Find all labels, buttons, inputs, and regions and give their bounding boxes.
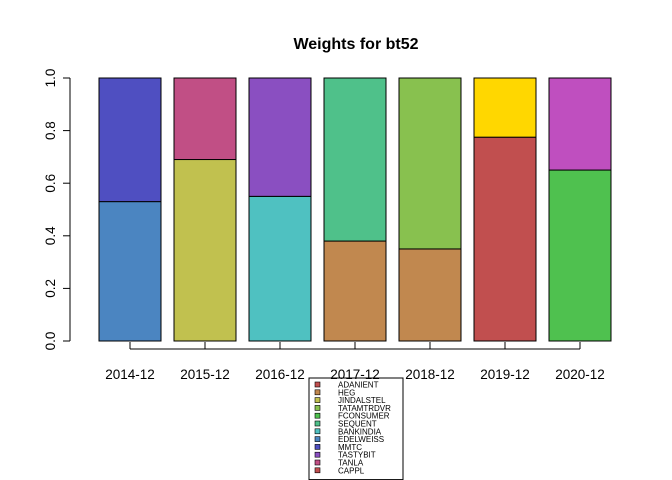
bar-segment: [548, 169, 612, 342]
legend-swatch: [314, 444, 321, 450]
bar-segment: [398, 248, 462, 342]
legend-swatch: [314, 381, 321, 388]
x-axis: 2014-12 2015-12 2016-12 2017-12 2018-12 2019-…: [105, 342, 605, 382]
x-tick-label: 2015-12: [180, 367, 230, 382]
legend-swatch: [314, 467, 321, 474]
legend-label: CAPPL: [338, 466, 365, 475]
legend-label: FCONSUMER: [338, 412, 390, 421]
legend-label: BANKINDIA: [338, 427, 382, 436]
legend-label: JINDALSTEL: [338, 396, 386, 405]
y-tick-label: 0.8: [43, 121, 58, 140]
x-tick-label: 2014-12: [105, 367, 155, 382]
y-tick-label: 1.0: [43, 69, 58, 88]
legend-swatch: [314, 412, 321, 419]
y-tick-label: 0.6: [43, 174, 58, 193]
legend-label: TATAMTRDVR: [338, 404, 391, 413]
x-tick-label: 2020-12: [555, 367, 605, 382]
legend-label: TANLA: [338, 459, 364, 468]
legend-swatch: [314, 451, 321, 458]
x-tick-label: 2016-12: [255, 367, 305, 382]
legend-swatch: [314, 420, 321, 427]
bar-segment: [398, 77, 462, 250]
chart-title: Weights for bt52: [293, 36, 418, 53]
bar-segment: [323, 77, 387, 242]
y-axis: 0.0 0.2 0.4 0.6 0.8 1.0: [43, 69, 71, 351]
bar-segment: [248, 195, 312, 342]
legend-label: EDELWEISS: [338, 435, 384, 444]
legend-swatch: [314, 459, 321, 466]
y-tick-label: 0.2: [43, 279, 58, 298]
bar-segment: [473, 77, 537, 138]
legend-label: HEG: [338, 388, 355, 397]
legend-label: TASTYBIT: [338, 451, 376, 460]
y-tick-label: 0.4: [43, 226, 58, 245]
bar-segment: [173, 77, 237, 161]
bar-segment: [473, 136, 537, 342]
legend-swatch: [314, 428, 321, 435]
legend-label: SEQUENT: [338, 420, 377, 429]
legend-swatch: [314, 436, 321, 442]
bar-segment: [98, 77, 162, 203]
bar-segment: [323, 240, 387, 342]
bar-segment: [98, 201, 162, 342]
legend-swatch: [314, 389, 321, 396]
bar-segment: [548, 77, 612, 171]
legend-label: ADANIENT: [338, 381, 379, 390]
legend-swatch: [314, 397, 321, 403]
x-tick-label: 2018-12: [405, 367, 455, 382]
legend: ADANIENTHEGJINDALSTELTATAMTRDVRFCONSUMER…: [308, 377, 404, 480]
x-tick-label: 2019-12: [480, 367, 530, 382]
y-tick-label: 0.0: [43, 332, 58, 351]
bar-segment: [248, 77, 312, 197]
bar-segment: [173, 159, 237, 342]
bar-stack-group: [98, 77, 612, 342]
legend-label: MMTC: [338, 443, 362, 452]
legend-swatch: [314, 405, 321, 411]
